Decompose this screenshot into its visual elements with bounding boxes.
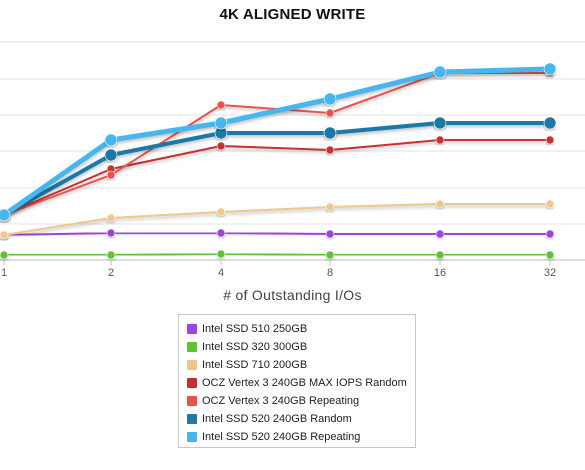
- legend-item: Intel SSD 320 300GB: [187, 338, 415, 356]
- data-point: [0, 230, 9, 240]
- series-line: [3, 72, 551, 216]
- legend-swatch: [187, 324, 197, 334]
- chart-title: 4K ALIGNED WRITE: [219, 6, 366, 23]
- legend-label: Intel SSD 320 300GB: [202, 341, 308, 353]
- legend-swatch: [187, 432, 197, 442]
- data-point: [325, 229, 335, 239]
- series-line: [3, 232, 551, 236]
- data-point: [435, 199, 445, 209]
- x-tick-label: 32: [544, 267, 556, 279]
- series-line: [1, 66, 553, 218]
- legend-label: OCZ Vertex 3 240GB MAX IOPS Random: [202, 377, 407, 389]
- x-tick-label: 2: [108, 267, 114, 279]
- grid: [0, 41, 585, 265]
- legend-label: Intel SSD 710 200GB: [202, 359, 308, 371]
- x-tick-label: 16: [434, 267, 446, 279]
- data-point: [325, 202, 335, 212]
- x-axis-ticks: 1 2 4 8 16 32: [1, 267, 556, 279]
- x-tick-label: 1: [1, 267, 7, 279]
- legend-label: Intel SSD 520 240GB Random: [202, 413, 352, 425]
- x-tick-label: 4: [218, 267, 224, 279]
- data-point: [106, 170, 116, 180]
- data-point: [543, 116, 557, 130]
- legend-swatch: [187, 414, 197, 424]
- data-point: [545, 229, 555, 239]
- data-point: [435, 250, 445, 260]
- data-point: [216, 207, 226, 217]
- legend-label: Intel SSD 510 250GB: [202, 323, 308, 335]
- series-line: [3, 253, 551, 256]
- data-point: [323, 92, 337, 106]
- series-intel-ssd-510-250gb: [0, 228, 555, 240]
- legend-swatch: [187, 378, 197, 388]
- data-point: [545, 135, 555, 145]
- data-point: [435, 229, 445, 239]
- series-line: [3, 203, 551, 236]
- data-point: [435, 135, 445, 145]
- series-intel-ssd-710-200gb: [0, 199, 555, 240]
- legend-item: Intel SSD 710 200GB: [187, 356, 415, 374]
- data-point: [104, 148, 118, 162]
- legend-item: OCZ Vertex 3 240GB MAX IOPS Random: [187, 374, 415, 392]
- data-point: [216, 228, 226, 238]
- series-intel-ssd-320-300gb: [0, 249, 555, 260]
- data-point: [0, 250, 9, 260]
- series-intel-ssd-520-240gb-repeating: [0, 62, 557, 222]
- legend-swatch: [187, 396, 197, 406]
- data-point: [433, 116, 447, 130]
- data-point: [216, 141, 226, 151]
- data-point: [0, 208, 11, 222]
- data-point: [104, 133, 118, 147]
- data-point: [106, 228, 116, 238]
- data-point: [325, 250, 335, 260]
- legend-label: OCZ Vertex 3 240GB Repeating: [202, 395, 360, 407]
- legend: Intel SSD 510 250GB Intel SSD 320 300GB In…: [178, 314, 416, 448]
- legend-swatch: [187, 360, 197, 370]
- series-group: [0, 62, 557, 260]
- legend-label: Intel SSD 520 240GB Repeating: [202, 431, 361, 443]
- data-point: [433, 65, 447, 79]
- data-point: [325, 145, 335, 155]
- data-point: [543, 62, 557, 76]
- series-intel-ssd-520-240gb-random: [0, 116, 557, 222]
- legend-item: Intel SSD 520 240GB Random: [187, 410, 415, 428]
- legend-item: Intel SSD 520 240GB Repeating: [187, 428, 415, 446]
- legend-item: OCZ Vertex 3 240GB Repeating: [187, 392, 415, 410]
- data-point: [545, 250, 555, 260]
- data-point: [106, 250, 116, 260]
- series-ocz-vertex-3-240gb-repeating: [0, 68, 555, 220]
- data-point: [545, 199, 555, 209]
- x-axis-title: # of Outstanding I/Os: [223, 287, 362, 303]
- legend-swatch: [187, 342, 197, 352]
- series-line: [3, 139, 551, 216]
- data-point: [216, 249, 226, 259]
- data-point: [323, 126, 337, 140]
- data-point: [214, 116, 228, 130]
- data-point: [325, 108, 335, 118]
- x-tick-label: 8: [327, 267, 333, 279]
- series-ocz-vertex-3-240gb-max-iops-random: [0, 135, 555, 220]
- series-line: [2, 121, 552, 217]
- legend-item: Intel SSD 510 250GB: [187, 320, 415, 338]
- data-point: [106, 213, 116, 223]
- data-point: [216, 100, 226, 110]
